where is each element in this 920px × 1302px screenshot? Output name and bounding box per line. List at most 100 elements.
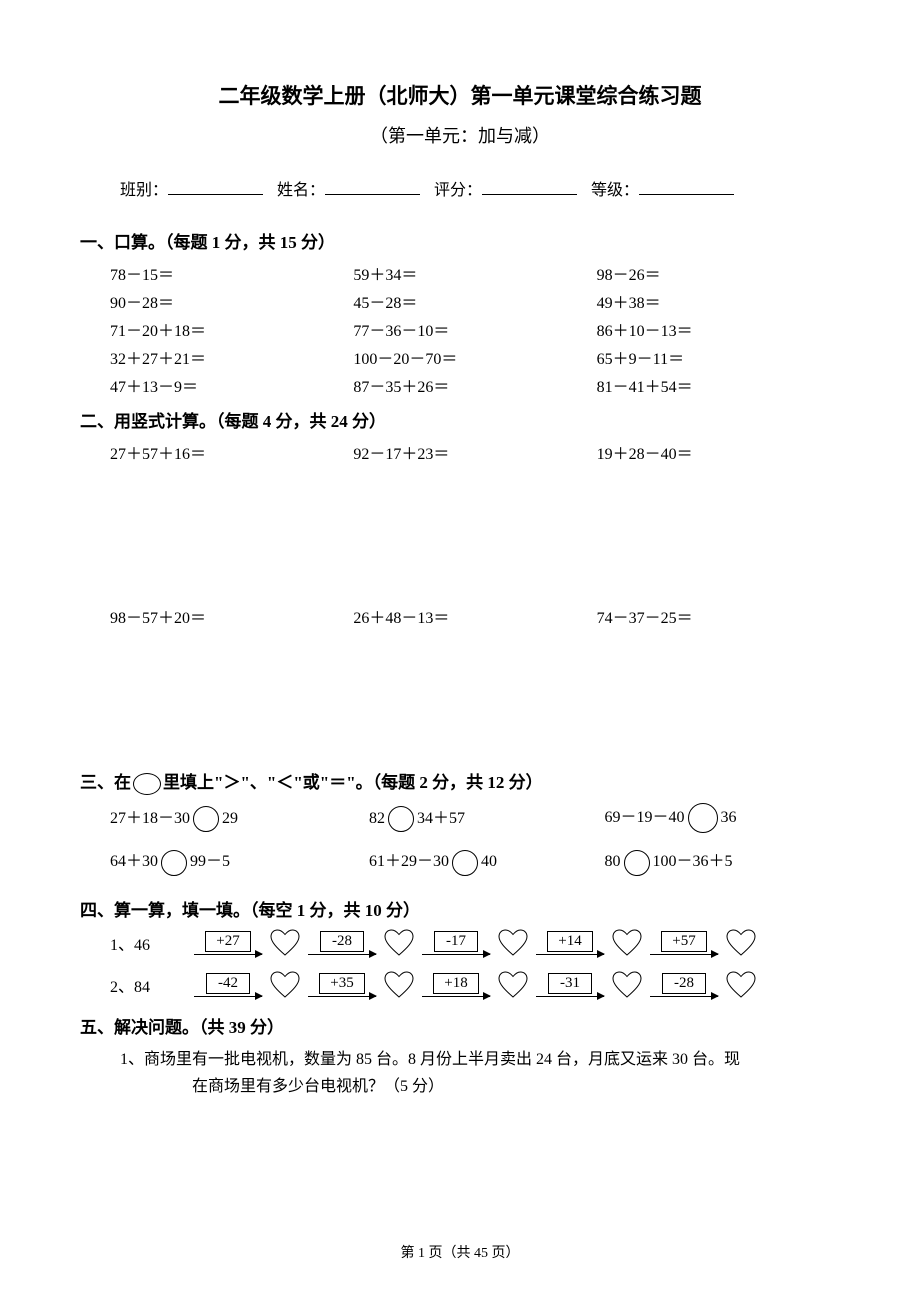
doc-title: 二年级数学上册（北师大）第一单元课堂综合练习题 — [80, 80, 840, 110]
field-name-label: 姓名： — [277, 182, 325, 199]
field-score-label: 评分： — [434, 182, 482, 199]
header-fields: 班别： 姓名： 评分： 等级： — [80, 176, 840, 200]
heart-blank[interactable] — [726, 971, 756, 999]
q3-left: 69－19－40 — [605, 809, 685, 826]
op-box: -42 — [206, 973, 250, 994]
compare-circle[interactable] — [688, 803, 718, 833]
op-arrow: -31 — [536, 973, 604, 997]
compare-circle[interactable] — [193, 806, 219, 832]
q2-item: 27＋57＋16＝ — [110, 440, 353, 464]
section3-grid: 27＋18－3029 8234＋57 69－19－4036 64＋3099－5 … — [80, 803, 840, 876]
section3-heading-post: 里填上"＞"、"＜"或"＝"。（每题 2 分，共 12 分） — [163, 773, 543, 792]
q1-item: 77－36－10＝ — [353, 317, 596, 341]
q5-line1: 1、商场里有一批电视机，数量为 85 台。8 月份上半月卖出 24 台，月底又运… — [120, 1046, 840, 1073]
q2-item: 19＋28－40＝ — [597, 440, 840, 464]
arrow-icon — [650, 954, 718, 955]
op-box: -28 — [662, 973, 706, 994]
chain-step: -31 — [532, 971, 646, 999]
q3-right: 100－36＋5 — [653, 853, 733, 870]
op-arrow: -28 — [308, 931, 376, 955]
compare-circle[interactable] — [161, 850, 187, 876]
op-arrow: +57 — [650, 931, 718, 955]
q2-item: 74－37－25＝ — [597, 604, 840, 628]
arrow-icon — [536, 954, 604, 955]
compare-circle[interactable] — [388, 806, 414, 832]
q3-item: 64＋30 99－5 — [110, 847, 369, 875]
section4-chains: 1、46 +27 -28 -17 +14 +57 2、84 -42 +35 +18 -31 -28 — [80, 929, 840, 999]
q2-item: 26＋48－13＝ — [353, 604, 596, 628]
chain-step: -17 — [418, 929, 532, 957]
chain-start-label: 1、46 — [110, 931, 180, 955]
q3-item: 27＋18－30 29 — [110, 804, 369, 832]
chain-step: -28 — [646, 971, 760, 999]
q1-item: 71－20＋18＝ — [110, 317, 353, 341]
q2-item: 98－57＋20＝ — [110, 604, 353, 628]
q1-item: 32＋27＋21＝ — [110, 345, 353, 369]
op-box: +14 — [547, 931, 592, 952]
q1-item: 47＋13－9＝ — [110, 373, 353, 397]
field-grade-blank[interactable] — [639, 179, 734, 195]
heart-blank[interactable] — [384, 929, 414, 957]
q3-item: 69－19－4036 — [605, 803, 840, 833]
op-arrow: +14 — [536, 931, 604, 955]
q3-item: 80100－36＋5 — [605, 847, 840, 875]
q1-item: 87－35＋26＝ — [353, 373, 596, 397]
op-box: -28 — [320, 931, 364, 952]
op-arrow: -28 — [650, 973, 718, 997]
field-score-blank[interactable] — [482, 179, 577, 195]
q3-item: 8234＋57 — [369, 804, 604, 832]
arrow-icon — [422, 954, 490, 955]
field-grade-label: 等级： — [591, 182, 639, 199]
op-box: -17 — [434, 931, 478, 952]
heart-blank[interactable] — [384, 971, 414, 999]
q1-item: 49＋38＝ — [597, 289, 840, 313]
op-box: +57 — [661, 931, 706, 952]
q3-item: 61＋29－3040 — [369, 847, 604, 875]
section3-heading-pre: 三、在 — [80, 773, 131, 792]
q3-left: 64＋30 — [110, 853, 158, 870]
arrow-icon — [194, 996, 262, 997]
chain-row: 1、46 +27 -28 -17 +14 +57 — [80, 929, 840, 957]
arrow-icon — [308, 996, 376, 997]
section5-q1: 1、商场里有一批电视机，数量为 85 台。8 月份上半月卖出 24 台，月底又运… — [80, 1046, 840, 1100]
op-arrow: -17 — [422, 931, 490, 955]
compare-circle[interactable] — [624, 850, 650, 876]
op-box: +35 — [319, 973, 364, 994]
compare-circle[interactable] — [452, 850, 478, 876]
heart-blank[interactable] — [270, 971, 300, 999]
field-class-blank[interactable] — [168, 179, 263, 195]
q1-item: 45－28＝ — [353, 289, 596, 313]
heart-blank[interactable] — [726, 929, 756, 957]
chain-step: -28 — [304, 929, 418, 957]
chain-step: +57 — [646, 929, 760, 957]
q5-line2: 在商场里有多少台电视机？（5 分） — [120, 1073, 840, 1100]
heart-blank[interactable] — [498, 929, 528, 957]
section1-grid: 78－15＝ 59＋34＝ 98－26＝ 90－28＝ 45－28＝ 49＋38… — [80, 261, 840, 397]
q3-right: 99－5 — [190, 853, 230, 870]
chain-step: +27 — [190, 929, 304, 957]
chain-row: 2、84 -42 +35 +18 -31 -28 — [80, 971, 840, 999]
arrow-icon — [308, 954, 376, 955]
chain-start-label: 2、84 — [110, 973, 180, 997]
arrow-icon — [422, 996, 490, 997]
op-arrow: +18 — [422, 973, 490, 997]
page-footer: 第 1 页（共 45 页） — [0, 1242, 920, 1262]
heart-blank[interactable] — [498, 971, 528, 999]
heart-blank[interactable] — [612, 929, 642, 957]
field-name-blank[interactable] — [325, 179, 420, 195]
heart-blank[interactable] — [270, 929, 300, 957]
section4-heading: 四、算一算，填一填。（每空 1 分，共 10 分） — [80, 896, 840, 921]
heart-blank[interactable] — [612, 971, 642, 999]
chain-step: +14 — [532, 929, 646, 957]
q1-item: 59＋34＝ — [353, 261, 596, 285]
q1-item: 86＋10－13＝ — [597, 317, 840, 341]
q3-right: 40 — [481, 853, 497, 870]
doc-subtitle: （第一单元：加与减） — [80, 122, 840, 148]
section3-heading: 三、在 里填上"＞"、"＜"或"＝"。（每题 2 分，共 12 分） — [80, 768, 840, 795]
op-box: +27 — [205, 931, 250, 952]
q1-item: 90－28＝ — [110, 289, 353, 313]
q3-right: 29 — [222, 810, 238, 827]
arrow-icon — [536, 996, 604, 997]
q1-item: 98－26＝ — [597, 261, 840, 285]
q3-left: 27＋18－30 — [110, 810, 190, 827]
